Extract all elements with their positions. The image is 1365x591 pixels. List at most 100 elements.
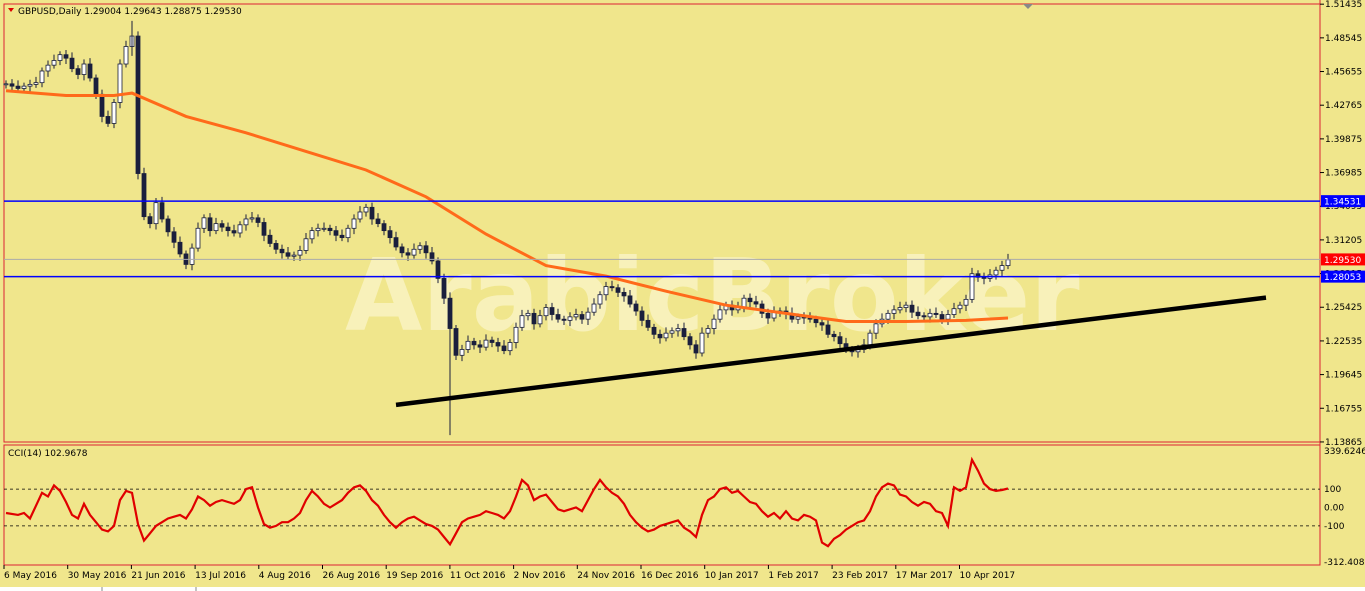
candle [123,40,129,68]
candle-body [465,340,471,350]
candle-body [315,227,321,232]
time-axis-tick-label: 1 Feb 2017 [768,571,818,581]
candle [423,241,429,259]
candle [627,290,633,308]
candle [249,211,255,223]
candle-body [897,307,903,311]
candle-body [945,314,951,320]
candle [507,338,513,356]
candle [15,80,21,92]
cci-axis-tick-label: 100 [1324,485,1341,495]
candle [825,319,831,338]
bottom-strip [0,587,1365,591]
candle [195,222,201,252]
candle [549,302,555,321]
candle-body [249,217,255,220]
candle-body [285,252,291,257]
candle-body [273,243,279,250]
candle-body [429,252,435,262]
candle [321,222,327,232]
cci-axis-tick-label: 0.00 [1324,504,1344,514]
candle-body [423,245,429,254]
candle [3,80,9,89]
candle-body [3,83,9,86]
candle [633,300,639,316]
candle [969,267,975,303]
candle-body [681,328,687,338]
candle [405,248,411,261]
candle [465,335,471,353]
candle [273,239,279,254]
chart-shift-marker-icon [1023,4,1033,9]
candle-body [357,211,363,220]
candle-body [135,35,141,174]
candle [999,260,1005,277]
candle-body [471,340,477,346]
candle-body [477,344,483,348]
candle-body [327,227,333,232]
candle [495,337,501,352]
candle-body [903,304,909,308]
price-axis-tick-label: 1.51435 [1325,0,1362,10]
candle [363,203,369,217]
candle [309,227,315,244]
candle-body [291,254,297,257]
candle-body [459,349,465,356]
candle-body [519,315,525,328]
candle-body [387,230,393,239]
price-axis-tick-label: 1.13865 [1325,438,1362,448]
candle-body [927,312,933,318]
candle-body [165,218,171,233]
candle [231,224,237,237]
candle-body [87,63,93,79]
candle-body [75,68,81,75]
candle [453,325,459,360]
candle [51,54,57,69]
candle [579,311,585,324]
candle-body [267,234,273,244]
candle-body [933,312,939,315]
candle [657,329,663,344]
candle [531,308,537,330]
candle [669,327,675,338]
candle [87,58,93,82]
price-axis-tick-label: 1.22535 [1325,337,1362,347]
candle-body [489,339,495,343]
price-axis-tick-label: 1.16755 [1325,404,1362,414]
candle [951,302,957,319]
candle [219,220,225,232]
candle-body [873,323,879,334]
time-axis-tick-label: 4 Aug 2016 [259,571,311,581]
candle [519,309,525,331]
candle [327,224,333,236]
candle [957,301,963,314]
candle [345,224,351,243]
candle [537,309,543,328]
time-axis-tick-label: 13 Jul 2016 [195,571,246,581]
candle-body [159,202,165,220]
candle [393,231,399,251]
candle-body [63,54,69,59]
candle [567,312,573,327]
candle-body [9,83,15,87]
candle-body [909,304,915,313]
candle [435,257,441,284]
price-axis-tick-label: 1.42765 [1325,101,1362,111]
candle-body [837,336,843,345]
candle [963,294,969,312]
candle [105,110,111,127]
candle [189,243,195,271]
candle-body [453,328,459,356]
candle-body [795,316,801,320]
candle-body [381,223,387,232]
candle-body [573,314,579,318]
candle-body [999,265,1005,271]
candle-body [219,223,225,228]
candle-body [27,83,33,87]
candle-body [33,82,39,85]
candle-body [645,319,651,328]
candle [333,225,339,242]
candle [39,67,45,88]
cci-axis-tick-label: 339.6246 [1324,447,1365,457]
